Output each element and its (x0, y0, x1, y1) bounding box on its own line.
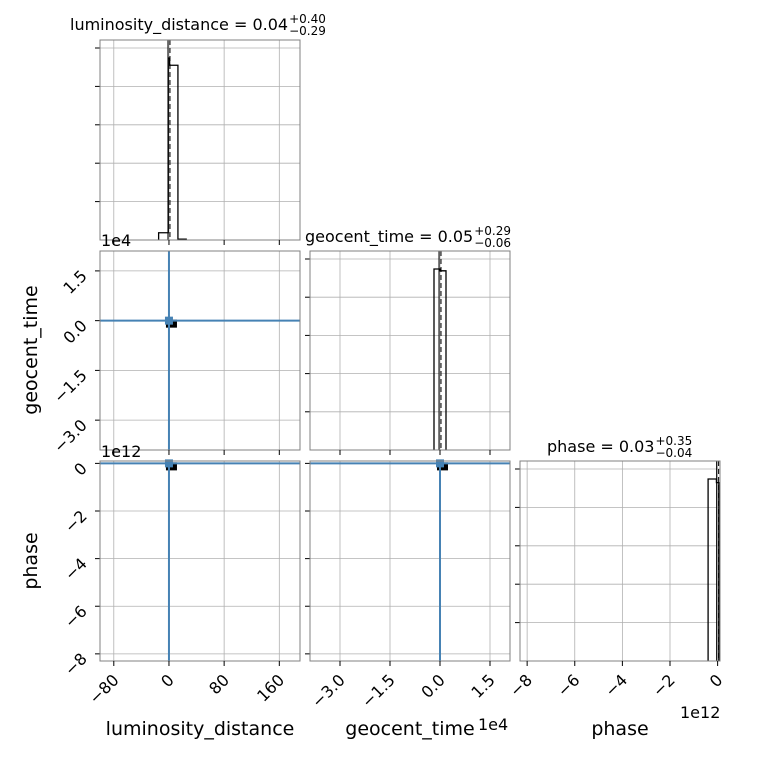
title-upper-phase: +0.35 (655, 434, 692, 448)
ytick-label-geocent-time-1: −1.5 (50, 366, 91, 407)
panel-frame-luminosity-distance-vs-geocent-time (99, 250, 301, 451)
xtick-label-luminosity-distance-2: 80 (205, 670, 233, 698)
xtick-label-geocent-time-0: −3.0 (308, 670, 349, 711)
truth-point-luminosity-distance-vs-geocent-time (164, 316, 173, 325)
data-layer (100, 40, 720, 661)
title-luminosity-distance: luminosity_distance = 0.04 +0.40−0.29 (70, 12, 326, 38)
xtick-label-luminosity-distance-1: 0 (157, 670, 178, 691)
y-axis-label-geocent-time: geocent_time (20, 285, 42, 414)
title-phase: phase = 0.03 +0.35−0.04 (547, 434, 692, 460)
offset-text-geocent-time-y: 1e4 (101, 231, 131, 250)
x-axis-label-phase: phase (591, 718, 648, 740)
x-axis-label-geocent-time: geocent_time (345, 718, 474, 740)
ytick-label-geocent-time-2: 0.0 (59, 316, 90, 347)
xtick-label-luminosity-distance-0: −80 (85, 670, 122, 707)
title-lower-phase: −0.04 (655, 446, 692, 460)
xtick-label-phase-0: −8 (506, 670, 536, 700)
xtick-label-geocent-time-3: 1.5 (467, 670, 498, 701)
ytick-label-phase-4: 0 (70, 459, 91, 480)
ytick-label-phase-3: −2 (61, 506, 91, 536)
ytick-label-geocent-time-3: 1.5 (59, 266, 90, 297)
ytick-label-phase-2: −4 (61, 554, 91, 584)
offset-text-geocent-time-x: 1e4 (478, 715, 508, 734)
truth-point-geocent-time-vs-phase (436, 459, 444, 468)
xtick-label-geocent-time-2: 0.0 (417, 670, 448, 701)
ytick-label-phase-1: −6 (61, 602, 91, 632)
title-main-phase: phase = 0.03 (547, 437, 654, 456)
xtick-label-phase-4: 0 (706, 670, 727, 691)
offset-text-phase-x: 1e12 (680, 703, 720, 722)
panel-frame-geocent-time-vs-phase (309, 460, 511, 662)
xtick-label-phase-2: −4 (601, 670, 631, 700)
title-upper-luminosity-distance: +0.40 (289, 12, 326, 26)
panel-frame-geocent-time (309, 250, 511, 451)
panel-frame-luminosity-distance-vs-phase (99, 460, 301, 662)
title-geocent-time: geocent_time = 0.05 +0.29−0.06 (305, 224, 511, 250)
ytick-label-geocent-time-0: −3.0 (50, 416, 91, 457)
truth-point-luminosity-distance-vs-phase (164, 459, 173, 468)
y-axis-label-phase: phase (20, 532, 42, 589)
title-upper-geocent-time: +0.29 (474, 224, 511, 238)
panel-frame-luminosity-distance (99, 39, 301, 241)
title-main-geocent-time: geocent_time = 0.05 (305, 227, 473, 247)
ytick-label-phase-0: −8 (61, 649, 91, 679)
histogram-luminosity-distance (157, 57, 187, 240)
title-lower-geocent-time: −0.06 (474, 236, 511, 250)
offset-text-phase-y: 1e12 (101, 442, 141, 461)
xtick-label-phase-3: −2 (649, 670, 679, 700)
xtick-label-luminosity-distance-3: 160 (253, 670, 288, 705)
title-lower-luminosity-distance: −0.29 (289, 24, 326, 38)
histogram-geocent-time (433, 268, 447, 450)
histogram-phase (707, 478, 720, 661)
xtick-label-phase-1: −6 (553, 670, 583, 700)
panel-frame-phase (519, 460, 721, 662)
frame-layer (95, 39, 721, 666)
title-main-luminosity-distance: luminosity_distance = 0.04 (70, 15, 288, 35)
xtick-label-geocent-time-1: −1.5 (358, 670, 399, 711)
grid-layer (100, 40, 720, 661)
x-axis-label-luminosity-distance: luminosity_distance (106, 718, 295, 740)
